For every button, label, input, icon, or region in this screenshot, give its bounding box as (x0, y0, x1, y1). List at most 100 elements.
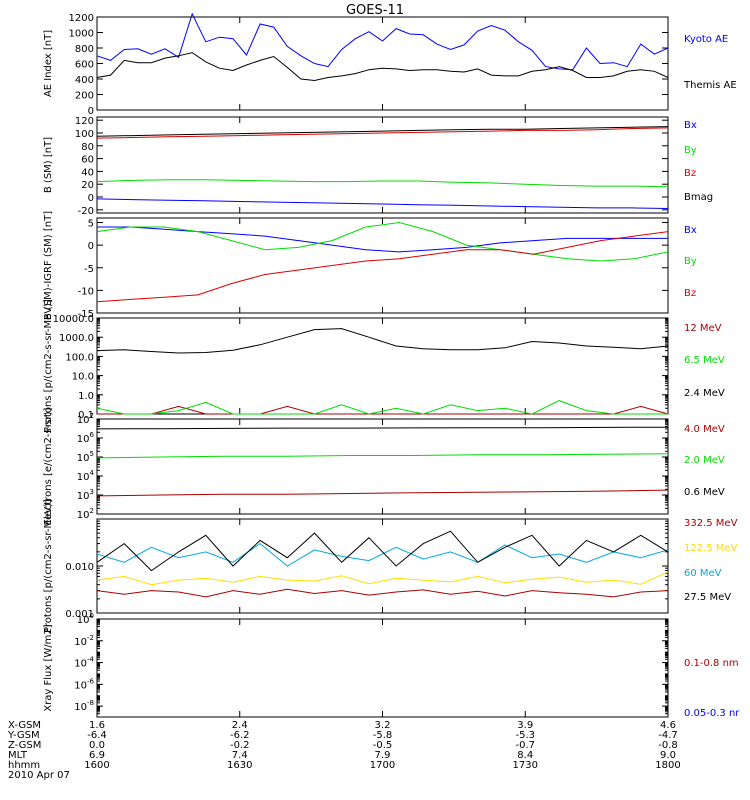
y-tick-label: 102 (77, 507, 94, 521)
panel-6: 0.001 0.010 Protons [p/(cm2-s-sr-MeV)] 332.… (43, 499, 738, 633)
footer-value: 7.9 (375, 750, 391, 761)
y-tick-label: 0.010 (65, 562, 94, 573)
y-tick-label: 0 (88, 241, 94, 252)
series-line (96, 530, 669, 572)
legend-entry: 122.5 MeV (684, 543, 738, 554)
panel-frame (96, 16, 669, 111)
y-tick-label: 103 (77, 488, 94, 502)
series-line (96, 426, 669, 430)
series-line (96, 328, 669, 354)
y-tick-label: 100 (77, 612, 94, 626)
footer-row-label: hhmm (8, 760, 40, 771)
series-line (96, 126, 669, 137)
legend-entry: Bmag (684, 192, 713, 203)
y-tick-label: 20 (81, 180, 94, 191)
series-line (97, 405, 669, 415)
panel-frame (96, 418, 669, 515)
panel-7: 10-8 10-6 10-4 10-2 100 Xray Flux [W/m2] 0.1-0… (43, 612, 740, 719)
panel-frame (96, 618, 669, 718)
y-axis-label: Protons [p/(cm2-s-sr-MeV)] (43, 499, 54, 633)
legend-entry: 0.1-0.8 nm (684, 658, 739, 669)
series-line (96, 542, 669, 567)
panel-3: -15 -10 -5 0 5 B (SM)-IGRF (SM) [nT] Bx By Bz (43, 211, 697, 320)
y-tick-label: 200 (75, 91, 94, 102)
y-tick-label: 5 (88, 219, 94, 230)
footer-value: 4.6 (660, 720, 676, 731)
footer-value: -6.2 (230, 730, 250, 741)
y-axis-label: Electrons [e/(cm2-s-sr)] (43, 407, 54, 525)
y-tick-label: 400 (75, 75, 94, 86)
panel-5: 102 103 104 105 106 107 Electrons [e/(cm2-s-sr… (43, 407, 725, 525)
footer-value: 2.4 (232, 720, 248, 731)
footer-value: 9.0 (660, 750, 676, 761)
legend-entry: Bx (684, 120, 697, 131)
y-tick-label: 800 (75, 44, 94, 55)
y-tick-label: 105 (77, 450, 94, 464)
y-axis-label: Protons [p/(cm2-s-sr-MeV)] (43, 299, 54, 433)
y-axis-label: Xray Flux [W/m2] (43, 624, 54, 711)
y-tick-label: 0.1 (78, 410, 94, 421)
y-tick-label: 10000.0 (53, 314, 94, 325)
series-line (96, 400, 668, 415)
footer-value: -0.5 (373, 740, 393, 751)
y-tick-label: 104 (77, 469, 95, 483)
y-tick-label: 0 (88, 193, 94, 204)
legend-entry: 0.05-0.3 nr (684, 708, 740, 719)
series-line (96, 52, 669, 82)
series-line (97, 226, 668, 253)
footer-value: 1630 (227, 760, 252, 771)
footer-value: 1.6 (89, 720, 105, 731)
y-tick-label: -5 (84, 264, 94, 275)
footer-value: 3.9 (517, 720, 533, 731)
y-axis-label: B (SM)-IGRF (SM) [nT] (43, 211, 54, 320)
y-tick-label: 1000.0 (59, 333, 94, 344)
series-line (96, 588, 669, 598)
panel-frame (96, 317, 669, 415)
footer-value: -6.4 (87, 730, 107, 741)
y-tick-label: 1.0 (78, 391, 94, 402)
y-tick-label: 1000 (69, 29, 94, 40)
legend-entry: 2.4 MeV (684, 388, 725, 399)
legend-entry: 0.6 MeV (684, 487, 725, 498)
y-tick-label: 60 (81, 155, 94, 166)
y-tick-label: 106 (77, 431, 95, 445)
series-line (96, 231, 669, 303)
legend-entry: 12 MeV (684, 323, 722, 334)
footer-row-label: Z-GSM (8, 740, 41, 751)
footer-value: 1600 (84, 760, 109, 771)
series-line (96, 179, 669, 188)
y-axis-label: AE Index [nT] (43, 30, 54, 97)
panel-frame (96, 518, 669, 614)
footer-value: 3.2 (375, 720, 391, 731)
legend-entry: Bz (684, 168, 696, 179)
legend-entry: 2.0 MeV (684, 455, 725, 466)
y-tick-label: -15 (78, 309, 94, 320)
y-tick-label: 100 (75, 129, 94, 140)
y-tick-label: 0 (88, 106, 94, 117)
series-line (96, 489, 669, 497)
y-tick-label: 10-6 (74, 677, 94, 691)
footer-value: 1730 (513, 760, 538, 771)
legend-entry: 332.5 MeV (684, 518, 738, 529)
footer-value: -5.3 (515, 730, 535, 741)
y-tick-label: 40 (81, 167, 94, 178)
panel-1: 0 200 400 600 800 1000 1200 AE Index [nT] Kyoto … (43, 12, 737, 117)
y-tick-label: -20 (78, 206, 94, 217)
footer-value: 7.4 (232, 750, 248, 761)
legend-entry: By (684, 256, 697, 267)
legend-entry: 27.5 MeV (684, 592, 731, 603)
footer-value: 0.0 (89, 740, 105, 751)
footer-value: 6.9 (89, 750, 105, 761)
y-tick-label: 107 (77, 412, 94, 426)
legend-entry: 6.5 MeV (684, 355, 725, 366)
y-tick-label: 10-2 (74, 634, 94, 648)
legend-entry: Bz (684, 288, 696, 299)
series-line (96, 453, 669, 459)
y-tick-label: 0.001 (65, 609, 94, 620)
panel-frame (96, 217, 669, 314)
series-line (96, 12, 669, 71)
series-line (96, 198, 669, 209)
